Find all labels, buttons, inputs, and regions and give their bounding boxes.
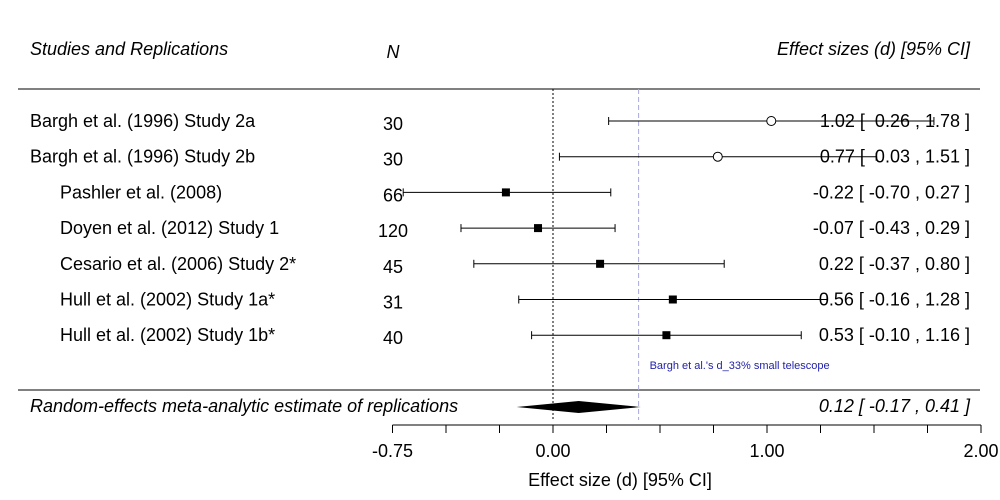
point-estimate: [534, 224, 543, 233]
x-axis: -0.75 0.00 1.00 2.00: [372, 424, 999, 461]
summary-ci-text: 0.12 [ -0.17 , 0.41 ]: [819, 396, 971, 416]
study-label: Cesario et al. (2006) Study 2*: [60, 254, 296, 274]
x-axis-label: Effect size (d) [95% CI]: [528, 470, 712, 490]
study-row: Bargh et al. (1996) Study 2a 30 1.02 [ 0.2…: [30, 111, 970, 134]
x-tick-label: 0.00: [535, 441, 570, 461]
study-label: Bargh et al. (1996) Study 2b: [30, 147, 255, 167]
study-n: 30: [383, 150, 403, 170]
header-n: N: [387, 42, 401, 62]
x-tick-label: 1.00: [749, 441, 784, 461]
study-n: 120: [378, 221, 408, 241]
study-row: Doyen et al. (2012) Study 1 120 -0.07 [ -0…: [60, 218, 970, 241]
study-ci-text: 0.53 [ -0.10 , 1.16 ]: [819, 325, 970, 345]
study-n: 66: [383, 185, 403, 205]
point-estimate: [662, 331, 671, 340]
study-ci-text: 0.56 [ -0.16 , 1.28 ]: [819, 290, 970, 310]
point-estimate-open: [766, 116, 777, 126]
study-ci-text: 1.02 [ 0.26 , 1.78 ]: [820, 111, 970, 131]
header-studies: Studies and Replications: [30, 39, 228, 59]
study-row: Pashler et al. (2008) 66 -0.22 [ -0.70 , 0…: [60, 182, 970, 205]
study-row: Hull et al. (2002) Study 1b* 40 0.53 [ -0.…: [60, 325, 970, 348]
x-tick-label: -0.75: [372, 441, 413, 461]
study-ci-text: 0.22 [ -0.37 , 0.80 ]: [819, 254, 970, 274]
study-ci-text: 0.77 [ 0.03 , 1.51 ]: [820, 147, 970, 167]
summary-diamond: [516, 401, 641, 413]
study-row: Hull et al. (2002) Study 1a* 31 0.56 [ -0.…: [60, 290, 970, 313]
point-estimate: [596, 259, 605, 268]
summary-label: Random-effects meta-analytic estimate of…: [30, 396, 458, 416]
study-label: Hull et al. (2002) Study 1a*: [60, 290, 275, 310]
small-telescope-label: Bargh et al.'s d_33% small telescope: [650, 360, 830, 372]
study-rows: Bargh et al. (1996) Study 2a 30 1.02 [ 0.2…: [30, 111, 970, 348]
study-label: Bargh et al. (1996) Study 2a: [30, 111, 256, 131]
study-ci-text: -0.22 [ -0.70 , 0.27 ]: [813, 182, 970, 202]
study-n: 40: [383, 328, 403, 348]
study-row: Bargh et al. (1996) Study 2b 30 0.77 [ 0.0…: [30, 147, 970, 170]
point-estimate: [668, 295, 677, 304]
x-tick-label: 2.00: [963, 441, 998, 461]
study-n: 30: [383, 114, 403, 134]
point-estimate-open: [712, 151, 723, 162]
study-n: 31: [383, 293, 403, 313]
header-effects: Effect sizes (d) [95% CI]: [777, 39, 971, 59]
study-row: Cesario et al. (2006) Study 2* 45 0.22 [ -…: [60, 254, 970, 277]
study-label: Pashler et al. (2008): [60, 182, 222, 202]
study-n: 45: [383, 257, 403, 277]
point-estimate: [501, 188, 510, 197]
study-label: Doyen et al. (2012) Study 1: [60, 218, 279, 238]
study-ci-text: -0.07 [ -0.43 , 0.29 ]: [813, 218, 970, 238]
study-label: Hull et al. (2002) Study 1b*: [60, 325, 275, 345]
